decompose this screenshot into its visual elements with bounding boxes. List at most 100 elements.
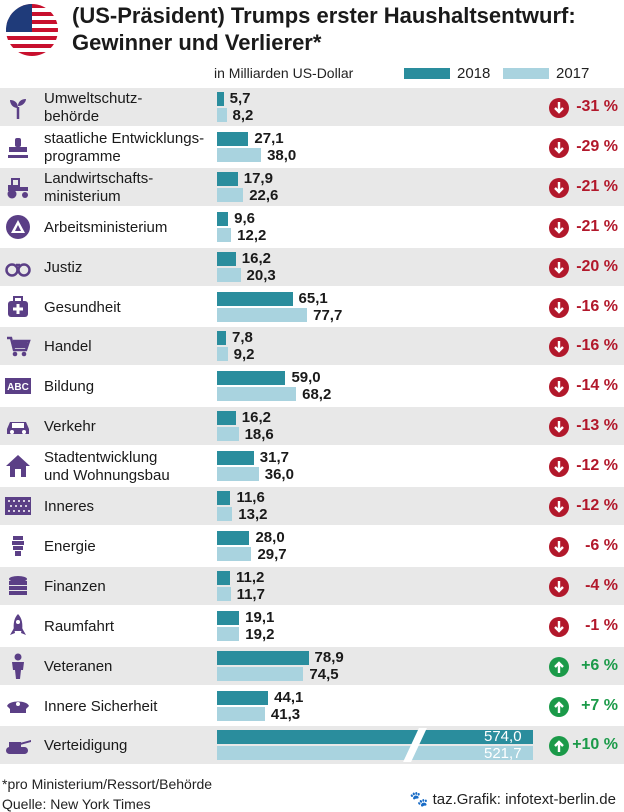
bar-2017 — [217, 467, 259, 482]
bar-2018 — [217, 131, 249, 146]
value-label-2017: 18,6 — [244, 426, 274, 444]
change-label: +6 % — [581, 656, 618, 674]
chart-row: Justiz 16,2 20,3 -20 % — [0, 247, 624, 286]
category-label-line2: und Wohnungsbau — [44, 467, 170, 485]
bar-2017 — [217, 507, 233, 521]
arrow-down-icon — [549, 616, 569, 637]
change-label: +10 % — [572, 736, 618, 754]
arrow-down-icon — [549, 177, 569, 198]
value-label-2017: 29,7 — [257, 545, 287, 563]
us-flag-icon — [6, 4, 58, 56]
value-label-2017: 41,3 — [270, 705, 301, 723]
category-label: Umweltschutz-behörde — [44, 90, 142, 126]
bar-2018 — [217, 92, 224, 106]
bar-2018 — [217, 451, 254, 466]
chart-row: Gesundheit 65,1 77,7 -16 % — [0, 288, 624, 326]
value-label-2017: 68,2 — [302, 386, 332, 404]
chart-row: Stadtentwicklung und Wohnungsbau 31,7 36,0 -… — [0, 447, 624, 485]
category-label: Handel — [44, 338, 92, 356]
arrow-down-icon — [549, 536, 569, 557]
change-label: -31 % — [576, 98, 618, 115]
value-label-2017: 11,7 — [236, 585, 265, 603]
bar-2017 — [217, 147, 262, 162]
arrow-up-icon — [549, 736, 569, 757]
chart-row: Arbeitsministerium 9,6 12,2 -21 % — [0, 208, 624, 246]
value-label-2018: 11,2 — [235, 568, 265, 586]
chart-title: (US-Präsident) Trumps erster Haushaltsen… — [72, 2, 576, 56]
category-label-line2: ministerium — [44, 187, 121, 205]
value-label-2017: 13,2 — [238, 506, 268, 523]
category-label: staatliche Entwicklungs-programme — [44, 130, 204, 166]
value-label-2017: 74,5 — [309, 665, 339, 683]
bar-2018 — [217, 171, 238, 186]
energy-bulb-icon — [4, 532, 32, 560]
value-label-2018: 78,9 — [314, 648, 344, 666]
bar-2018 — [217, 730, 533, 745]
value-label-2018: 28,0 — [255, 528, 285, 546]
category-label: Inneres — [44, 498, 95, 515]
value-label-2018: 9,6 — [234, 209, 255, 227]
category-label: Veteranen — [44, 657, 113, 675]
tractor-icon — [4, 173, 32, 201]
bar-2018 — [217, 371, 286, 386]
bar-2017 — [217, 427, 239, 442]
bar-2018 — [217, 570, 230, 585]
category-label: Bildung — [44, 378, 95, 396]
arrow-down-icon — [549, 217, 569, 238]
bar-2017 — [217, 706, 265, 721]
chart-row: Inneres 11,6 13,2 -12 % — [0, 487, 624, 525]
sprout-icon — [4, 93, 32, 121]
value-label-2018: 17,9 — [243, 169, 273, 187]
value-label-2018: 574,0 — [484, 728, 522, 746]
chart-row: Landwirtschafts-ministerium 17,9 22,6 -21 % — [0, 167, 624, 206]
bar-2017 — [217, 347, 228, 362]
value-label-2018: 31,7 — [259, 449, 289, 467]
source: Quelle: New York Times — [2, 796, 151, 812]
change-label: +7 % — [581, 696, 618, 714]
bar-2018 — [217, 491, 231, 505]
arrow-down-icon — [549, 337, 569, 358]
car-icon — [4, 412, 32, 440]
value-label-2018: 27,1 — [254, 129, 284, 147]
value-label-2018: 5,7 — [229, 90, 251, 107]
change-label: -21 % — [576, 217, 618, 235]
title-line-2: Gewinner und Verlierer* — [72, 30, 322, 55]
value-label-2018: 16,2 — [241, 249, 271, 267]
value-label-2018: 7,8 — [232, 329, 253, 347]
police-cap-icon — [4, 692, 32, 720]
value-label-2018: 65,1 — [298, 289, 328, 307]
legend-label-2017: 2017 — [556, 65, 590, 82]
bar-2017 — [217, 307, 308, 322]
svg-text:ABC: ABC — [7, 382, 29, 393]
chart-row: Handel 7,8 9,2 -16 % — [0, 327, 624, 366]
category-label: Finanzen — [44, 577, 106, 595]
value-label-2017: 22,6 — [249, 186, 279, 204]
change-label: -12 % — [576, 457, 618, 475]
chart-row: Innere Sicherheit 44,1 41,3 +7 % — [0, 687, 624, 725]
category-label: Raumfahrt — [44, 617, 115, 635]
bar-2017 — [217, 746, 533, 761]
bar-2017 — [217, 546, 252, 561]
value-label-2017: 19,2 — [245, 625, 275, 643]
abc-icon: ABC — [4, 372, 32, 400]
bar-2018 — [217, 530, 250, 545]
bar-2017 — [217, 586, 231, 601]
arrow-down-icon — [549, 297, 569, 318]
change-label: -21 % — [576, 177, 618, 195]
legend-swatch-2017 — [503, 68, 549, 79]
arrow-down-icon — [549, 497, 569, 517]
arrow-down-icon — [549, 137, 569, 158]
arrow-down-icon — [549, 457, 569, 478]
title-line-1: (US-Präsident) Trumps erster Haushaltsen… — [72, 3, 576, 28]
stars-flag-icon — [4, 492, 32, 520]
chart-row: Energie 28,0 29,7 -6 % — [0, 527, 624, 565]
footnote: *pro Ministerium/Ressort/Behörde — [2, 776, 213, 792]
category-label: Verkehr — [44, 418, 96, 436]
medical-kit-icon — [4, 293, 32, 321]
bar-2017 — [217, 108, 227, 122]
arrow-down-icon — [549, 576, 569, 597]
value-label-2017: 36,0 — [264, 466, 294, 484]
change-label: -20 % — [576, 257, 618, 275]
category-label-line2: behörde — [44, 108, 100, 125]
category-label: Verteidigung — [44, 737, 128, 755]
